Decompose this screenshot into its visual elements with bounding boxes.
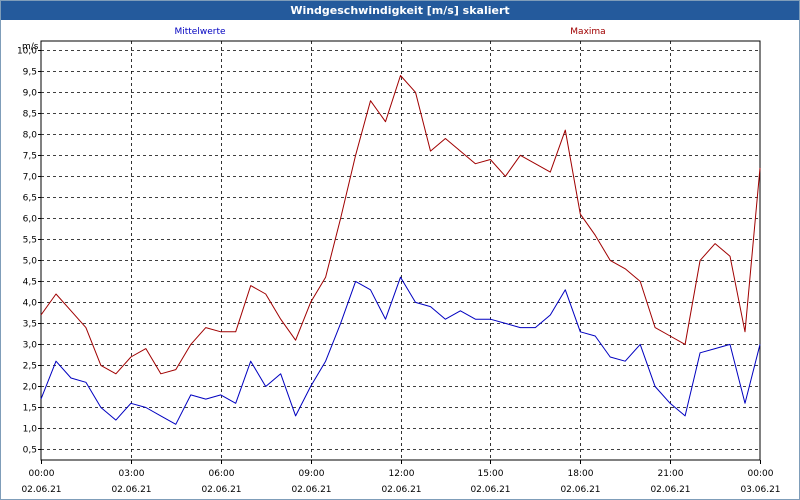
y-tick-label: 1,0 [23, 425, 38, 435]
y-tick-label: 2,0 [23, 383, 38, 393]
y-tick-label: 8,5 [23, 110, 37, 120]
x-tick-date: 02.06.21 [650, 485, 690, 495]
x-tick-date: 02.06.21 [291, 485, 331, 495]
y-tick-label: 5,0 [23, 257, 38, 267]
x-tick-time: 18:00 [568, 469, 594, 479]
y-tick-label: 4,5 [23, 278, 37, 288]
y-tick-label: 6,0 [23, 215, 38, 225]
y-tick-label: 2,5 [23, 362, 37, 372]
x-tick-time: 00:00 [748, 469, 774, 479]
y-tick-label: 9,5 [23, 68, 37, 78]
y-tick-label: 5,5 [23, 236, 37, 246]
y-axis-label: m/s [22, 42, 39, 52]
x-tick-date: 03.06.21 [740, 485, 780, 495]
legend-mittelwerte: Mittelwerte [174, 27, 225, 37]
x-tick-time: 21:00 [658, 469, 684, 479]
x-tick-time: 00:00 [29, 469, 55, 479]
y-tick-label: 3,0 [23, 341, 38, 351]
x-tick-date: 02.06.21 [470, 485, 510, 495]
y-tick-label: 3,5 [23, 320, 37, 330]
y-tick-label: 9,0 [23, 89, 38, 99]
x-tick-time: 06:00 [209, 469, 235, 479]
series-line-maxima [40, 75, 761, 375]
y-tick-label: 10,0 [17, 47, 37, 57]
x-tick-time: 03:00 [119, 469, 145, 479]
series-line-mittelwerte [40, 276, 761, 425]
y-tick-label: 7,0 [23, 173, 38, 183]
y-tick-label: 7,5 [23, 152, 37, 162]
plot-border [40, 40, 761, 461]
x-tick-date: 02.06.21 [21, 485, 61, 495]
y-tick-label: 1,5 [23, 404, 37, 414]
x-tick-date: 02.06.21 [381, 485, 421, 495]
y-tick-label: 6,5 [23, 194, 37, 204]
x-tick-date: 02.06.21 [201, 485, 241, 495]
x-tick-time: 15:00 [478, 469, 504, 479]
x-tick-time: 09:00 [299, 469, 325, 479]
y-tick-label: 8,0 [23, 131, 38, 141]
x-tick-date: 02.06.21 [560, 485, 600, 495]
chart-title: Windgeschwindigkeit [m/s] skaliert [1, 1, 799, 20]
x-tick-time: 12:00 [389, 469, 415, 479]
y-tick-label: 0,5 [23, 446, 37, 456]
x-tick-date: 02.06.21 [111, 485, 151, 495]
legend-maxima: Maxima [570, 27, 605, 37]
y-tick-label: 4,0 [23, 299, 38, 309]
